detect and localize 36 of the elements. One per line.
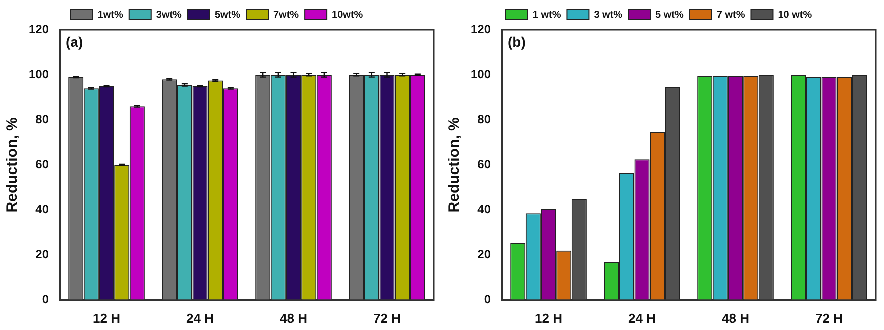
y-axis-title: Reduction, % [446,118,464,213]
y-tick-label: 40 [36,202,50,217]
legend-label: 7wt% [274,10,300,21]
annotation: (b) [508,34,526,50]
y-tick-label: 120 [28,22,50,36]
y-axis-title: Reduction, % [4,118,22,213]
y-tick-label: 100 [28,67,50,82]
y-tick-label: 60 [36,158,50,172]
x-tick-label: 48 H [722,310,750,326]
x-tick-label: 48 H [280,310,308,326]
x-tick-label: 24 H [186,310,214,326]
x-tick-label: 24 H [628,310,656,326]
y-tick-label: 20 [478,248,492,262]
x-tick-label: 72 H [374,310,401,326]
legend-label: 7 wt% [716,10,746,21]
x-tick-label: 12 H [535,310,563,326]
y-tick-label: 80 [36,112,50,126]
y-tick-label: 80 [478,112,492,126]
legend-label: 1 wt% [532,10,562,21]
legend-label: 5 wt% [656,10,684,21]
y-tick-label: 0 [42,292,50,307]
legend-label: 10 wt% [778,10,812,21]
y-tick-label: 100 [470,67,492,82]
y-tick-label: 60 [478,158,492,172]
y-tick-label: 120 [470,22,492,36]
annotation: (a) [66,34,84,50]
legend-label: 3 wt% [594,10,623,21]
y-tick-label: 0 [484,292,492,307]
legend-label: 10wt% [332,10,364,21]
legend-label: 3wt% [156,10,182,21]
x-tick-label: 12 H [93,310,121,326]
x-tick-label: 72 H [816,310,843,326]
legend-label: 5wt% [214,10,241,21]
y-tick-label: 20 [36,248,50,262]
y-tick-label: 40 [478,202,492,217]
legend-label: 1wt% [98,10,124,21]
